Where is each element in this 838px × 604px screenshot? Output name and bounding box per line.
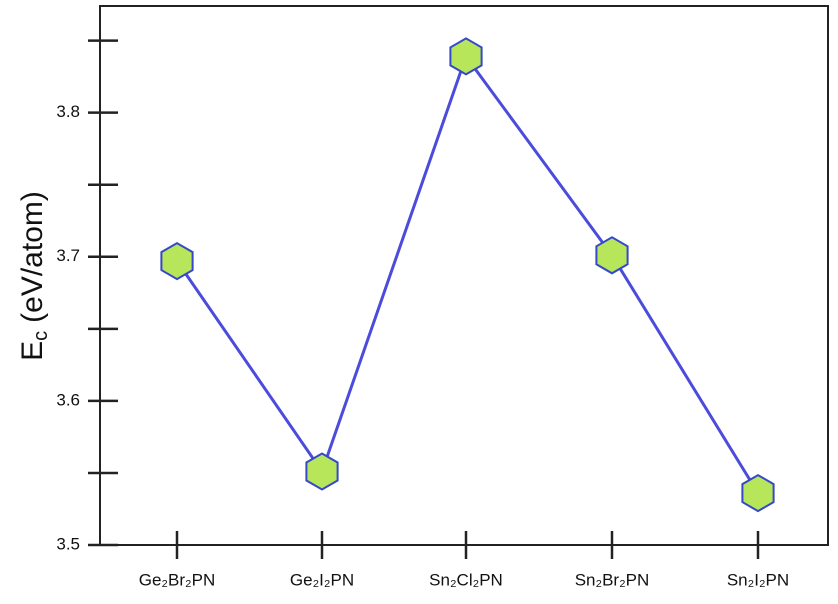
- y-tick-label: 3.5: [56, 534, 80, 553]
- x-tick-label: Sn₂I₂PN: [727, 570, 789, 589]
- x-tick-label: Sn₂Br₂PN: [575, 570, 650, 589]
- x-tick-label: Ge₂Br₂PN: [139, 570, 216, 589]
- marker: [305, 452, 339, 491]
- y-tick-label: 3.7: [56, 246, 80, 265]
- y-label-subscript: c: [30, 331, 52, 341]
- y-label-unit: (eV/atom): [16, 191, 49, 323]
- x-tick-label: Ge₂I₂PN: [290, 570, 354, 589]
- x-tick-label: Sn₂Cl₂PN: [429, 570, 503, 589]
- marker: [449, 37, 483, 76]
- y-axis-label: Ec (eV/atom): [16, 191, 52, 361]
- y-tick-label: 3.6: [56, 390, 80, 409]
- series-line: [175, 53, 760, 494]
- plot-frame: [99, 5, 829, 546]
- y-label-symbol: E: [16, 341, 49, 361]
- marker: [741, 473, 775, 513]
- marker: [595, 236, 629, 275]
- marker: [160, 241, 194, 281]
- y-tick-label: 3.8: [56, 102, 80, 121]
